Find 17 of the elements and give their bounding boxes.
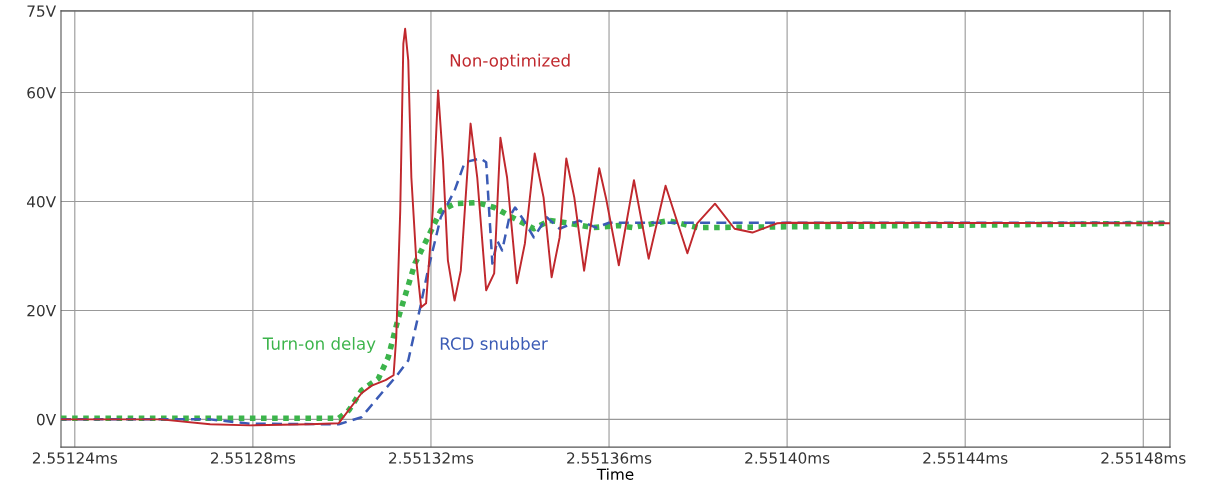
x-tick-label: 2.55132ms	[389, 452, 474, 464]
x-tick-label: 2.55124ms	[32, 452, 118, 464]
series-label: Turn-on delay	[262, 336, 376, 354]
series-label: RCD snubber	[440, 336, 548, 350]
series-label: Non-optimized	[450, 53, 570, 70]
y-tick-label: 20V	[27, 304, 57, 317]
y-tick-label: 0V	[36, 413, 57, 426]
y-tick-label: 40V	[26, 195, 57, 208]
y-tick-label: 60V	[27, 87, 57, 99]
x-tick-label: 2.55144ms	[923, 452, 1008, 464]
x-tick-label: 2.55128ms	[210, 452, 296, 464]
x-tick-label: 2.55148ms	[1101, 452, 1186, 464]
x-axis-title: Time	[596, 468, 634, 481]
line-series	[61, 27, 1170, 427]
x-tick-label: 2.55140ms	[745, 452, 830, 464]
y-tick-label: 75V	[27, 5, 57, 17]
x-tick-label: 2.55136ms	[567, 452, 652, 464]
